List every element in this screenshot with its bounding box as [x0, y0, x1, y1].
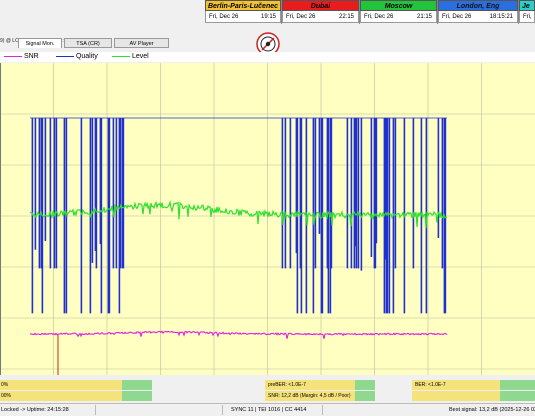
clock-city: London, Eng: [438, 0, 518, 11]
tab-tsa[interactable]: TSA (CR): [64, 38, 112, 48]
clock-moscow: Moscow Fri, Dec 26 21:15: [360, 0, 438, 24]
quality-bar-green: [122, 391, 152, 401]
divider: [322, 405, 323, 415]
lock-status: Locked -> Uptime: 24:15:28: [1, 407, 69, 413]
clock-city: Dubai: [282, 0, 359, 11]
clock-time: 22:15: [338, 14, 354, 20]
divider: [222, 405, 223, 415]
clock-date: Fri, Dec 26: [209, 14, 239, 20]
clock-time: 18:15:21: [489, 14, 513, 20]
clock-city: Je: [519, 0, 535, 11]
sync-info: SYNC 11 | TEI 1016 | CC 4414: [231, 407, 307, 413]
legend-level: Level: [112, 52, 149, 62]
best-signal: Best signal: 13,2 dB (2025-12-26 03: [449, 407, 535, 413]
preber-text: preBER: <1.0E-7: [268, 382, 306, 388]
clock-date: Fri, Dec 26: [442, 14, 472, 20]
world-clock-bar: Berlin-Paris-Lučenec Fri, Dec 26 19:15 Du…: [205, 0, 535, 24]
snr-bar: [265, 391, 355, 401]
clock-date: Fri, Dec 26: [286, 14, 316, 20]
level-bar-empty: [152, 380, 262, 390]
ber-bar: [412, 380, 500, 390]
quality-bar-yellow: [0, 391, 122, 401]
clock-london: London, Eng Fri, Dec 26 18:15:21: [438, 0, 519, 24]
level-bar-yellow: [0, 380, 122, 390]
quality-trace: [30, 117, 447, 314]
clock-berlin: Berlin-Paris-Lučenec Fri, Dec 26 19:15: [205, 0, 282, 24]
legend-label: SNR: [23, 53, 39, 60]
legend-label: Quality: [75, 53, 98, 60]
legend-label: Level: [131, 53, 149, 60]
clock-date: Fri, Dec 26: [523, 14, 532, 20]
status-row-snr: 00% SNR: 12,2 dB (Margin: 4,5 dB / Poor): [0, 391, 535, 401]
quality-percent: 00%: [1, 393, 12, 399]
tab-av-player[interactable]: AV Player: [114, 38, 169, 48]
clock-time: 19:15: [260, 14, 276, 20]
legend-snr-swatch: [4, 55, 22, 57]
legend-quality: Quality: [56, 52, 98, 62]
signal-plot-svg: [0, 63, 535, 375]
snr-bar-green-2: [500, 391, 535, 401]
preber-bar-green: [355, 380, 375, 390]
ber-bar-green: [500, 380, 535, 390]
signal-monitor-plot: [0, 63, 535, 375]
chart-legend: SNR Quality Level: [0, 52, 535, 62]
level-trace: [29, 199, 448, 229]
clock-date: Fri, Dec 26: [364, 14, 394, 20]
legend-level-swatch: [112, 55, 130, 57]
bottom-status-bar: Locked -> Uptime: 24:15:28 SYNC 11 | TEI…: [0, 403, 535, 416]
snr-text: SNR: 12,2 dB (Margin: 4,5 dB / Poor): [268, 393, 351, 399]
preber-bar: [265, 380, 355, 390]
snr-bar-green: [355, 391, 375, 401]
clock-dubai: Dubai Fri, Dec 26 22:15: [282, 0, 360, 24]
snr-bar-2: [412, 391, 500, 401]
level-percent: 0%: [1, 382, 9, 388]
clock-city: Berlin-Paris-Lučenec: [205, 0, 281, 11]
divider: [95, 405, 96, 415]
legend-quality-swatch: [56, 55, 74, 57]
clock-time: 21:15: [416, 14, 432, 20]
clock-city: Moscow: [360, 0, 437, 11]
clock-partial: Je Fri, Dec 26: [519, 0, 535, 24]
tab-signal-monitor[interactable]: Signal Mon.: [18, 38, 62, 48]
ber-text: BER: <1.0E-7: [415, 382, 446, 388]
level-bar-green: [122, 380, 152, 390]
snr-trace: [29, 330, 448, 339]
status-row-ber: 0% preBER: <1.0E-7 BER: <1.0E-7: [0, 380, 535, 390]
legend-snr: SNR: [4, 52, 39, 62]
